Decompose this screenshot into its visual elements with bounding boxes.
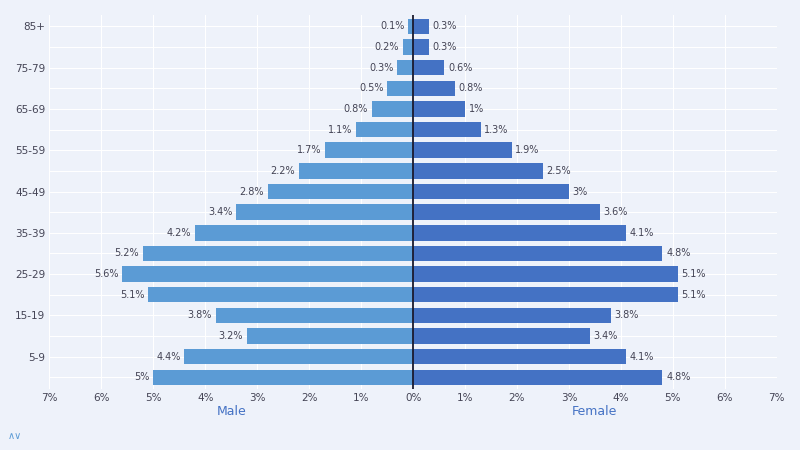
Text: 5.1%: 5.1%: [682, 290, 706, 300]
Bar: [413, 266, 678, 282]
Bar: [237, 204, 413, 220]
Bar: [408, 18, 413, 34]
Text: 2.8%: 2.8%: [239, 186, 264, 197]
Text: 0.5%: 0.5%: [359, 83, 383, 93]
Text: 4.1%: 4.1%: [630, 352, 654, 362]
Text: 5.1%: 5.1%: [682, 269, 706, 279]
Text: 0.3%: 0.3%: [432, 42, 457, 52]
Text: 1%: 1%: [469, 104, 484, 114]
Bar: [143, 246, 413, 261]
Bar: [413, 81, 454, 96]
Bar: [413, 287, 678, 302]
Text: 4.1%: 4.1%: [630, 228, 654, 238]
Bar: [413, 184, 569, 199]
Text: 3.4%: 3.4%: [209, 207, 233, 217]
Text: 0.6%: 0.6%: [448, 63, 472, 72]
Text: 3%: 3%: [573, 186, 588, 197]
Bar: [413, 163, 543, 179]
Text: Male: Male: [216, 405, 246, 418]
Text: 2.5%: 2.5%: [546, 166, 571, 176]
Bar: [371, 101, 413, 117]
Bar: [413, 369, 662, 385]
Text: 0.8%: 0.8%: [458, 83, 482, 93]
Text: 3.6%: 3.6%: [604, 207, 628, 217]
Bar: [413, 101, 465, 117]
Text: 0.8%: 0.8%: [343, 104, 368, 114]
Text: 0.2%: 0.2%: [374, 42, 399, 52]
Text: 5.1%: 5.1%: [120, 290, 145, 300]
Text: 3.8%: 3.8%: [188, 310, 212, 320]
Text: 4.2%: 4.2%: [166, 228, 191, 238]
Bar: [398, 60, 413, 76]
Bar: [148, 287, 413, 302]
Text: 1.3%: 1.3%: [484, 125, 509, 135]
Text: 3.4%: 3.4%: [594, 331, 618, 341]
Bar: [413, 18, 429, 34]
Bar: [413, 60, 444, 76]
Text: 3.8%: 3.8%: [614, 310, 638, 320]
Text: 0.3%: 0.3%: [432, 21, 457, 32]
Text: 1.9%: 1.9%: [515, 145, 540, 155]
Text: 1.7%: 1.7%: [297, 145, 321, 155]
Bar: [413, 308, 610, 323]
Bar: [413, 225, 626, 241]
Bar: [387, 81, 413, 96]
Bar: [122, 266, 413, 282]
Bar: [413, 328, 590, 344]
Text: 0.3%: 0.3%: [370, 63, 394, 72]
Bar: [413, 349, 626, 364]
Bar: [268, 184, 413, 199]
Bar: [185, 349, 413, 364]
Text: 5.2%: 5.2%: [114, 248, 139, 258]
Text: Female: Female: [572, 405, 618, 418]
Bar: [413, 246, 662, 261]
Text: ∧∨: ∧∨: [8, 431, 22, 441]
Bar: [216, 308, 413, 323]
Bar: [298, 163, 413, 179]
Text: 4.8%: 4.8%: [666, 248, 690, 258]
Text: 1.1%: 1.1%: [328, 125, 352, 135]
Bar: [413, 39, 429, 55]
Text: 4.8%: 4.8%: [666, 372, 690, 382]
Bar: [413, 122, 481, 137]
Text: 0.1%: 0.1%: [380, 21, 404, 32]
Text: 3.2%: 3.2%: [218, 331, 243, 341]
Bar: [413, 143, 512, 158]
Bar: [413, 204, 600, 220]
Bar: [247, 328, 413, 344]
Bar: [402, 39, 413, 55]
Bar: [195, 225, 413, 241]
Text: 5%: 5%: [134, 372, 150, 382]
Text: 5.6%: 5.6%: [94, 269, 118, 279]
Text: 4.4%: 4.4%: [157, 352, 181, 362]
Bar: [356, 122, 413, 137]
Text: 2.2%: 2.2%: [270, 166, 295, 176]
Bar: [325, 143, 413, 158]
Bar: [154, 369, 413, 385]
